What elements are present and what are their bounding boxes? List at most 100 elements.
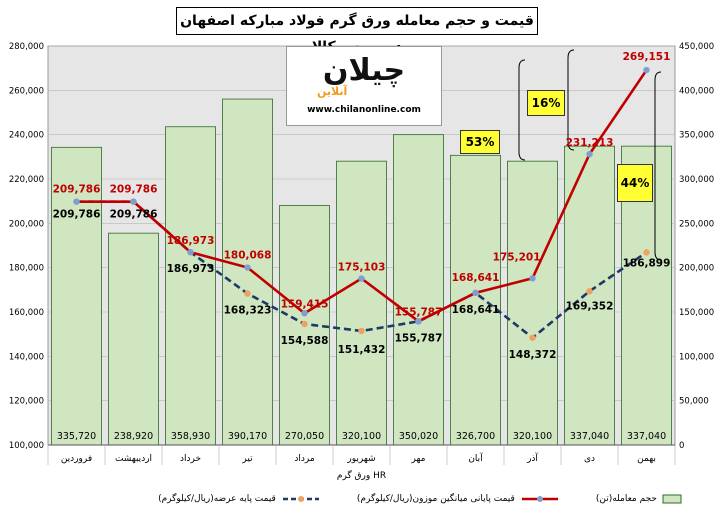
logo-subtitle: آنلاین (317, 85, 348, 98)
volume-bar (564, 145, 615, 446)
base-price-label: 186,973 (167, 263, 215, 275)
volume-bar (450, 154, 501, 446)
avg-price-point (529, 275, 536, 282)
base-price-point (358, 327, 365, 335)
avg-price-label: 155,787 (395, 306, 443, 318)
category-tick-label: فروردین (61, 454, 92, 464)
avg-price-label: 175,201 (493, 251, 541, 263)
avg-price-point (586, 150, 593, 158)
base-price-label: 148,372 (509, 349, 557, 361)
avg-price-point (472, 289, 479, 297)
base-price-label: 209,786 (53, 209, 101, 221)
left-axis-tick-label: 240,000 (9, 131, 44, 141)
legend-swatch-volume (662, 494, 682, 504)
base-price-label: 155,787 (395, 332, 443, 344)
right-axis-tick-label: 450,000 (679, 42, 714, 52)
legend-swatch-base-price (282, 496, 319, 502)
volume-bar-label: 337,040 (570, 431, 609, 442)
avg-price-label: 209,786 (53, 184, 101, 196)
volume-bar-label: 337,040 (627, 431, 666, 442)
right-axis-tick-label: 150,000 (679, 308, 714, 318)
category-tick-label: خرداد (180, 454, 201, 464)
avg-price-label: 269,151 (623, 51, 671, 63)
right-axis-tick-label: 400,000 (679, 86, 714, 96)
right-axis-tick-label: 350,000 (679, 131, 714, 141)
category-tick-label: آذر (526, 452, 538, 464)
left-axis-tick-label: 100,000 (9, 441, 44, 451)
base-price-label: 169,352 (566, 300, 614, 312)
base-price-label: 151,432 (338, 344, 386, 356)
volume-bar-label: 326,700 (456, 431, 495, 442)
volume-bar (507, 160, 558, 446)
category-tick-label: دی (584, 454, 595, 464)
avg-price-point (643, 66, 650, 74)
avg-price-point (187, 249, 194, 256)
right-axis-tick-label: 100,000 (679, 352, 714, 362)
logo-url: www.chilanonline.com (307, 105, 421, 115)
avg-price-label: 159,415 (281, 298, 329, 310)
left-axis-tick-label: 180,000 (9, 264, 44, 274)
volume-bar-label: 335,720 (57, 431, 96, 442)
left-axis-tick-label: 120,000 (9, 397, 44, 407)
avg-price-point (130, 198, 137, 205)
category-tick-label: بهمن (637, 454, 656, 464)
left-axis-tick-label: 200,000 (9, 219, 44, 229)
base-price-point (586, 288, 593, 295)
base-price-point (244, 290, 251, 297)
volume-bar-label: 358,930 (171, 431, 210, 442)
avg-price-point (73, 198, 80, 205)
chart-title: قیمت و حجم معامله ورق گرم فولاد مبارکه ا… (176, 7, 538, 55)
avg-price-label: 186,973 (167, 235, 215, 247)
legend-item-volume: حجم معامله(تن) (596, 494, 682, 504)
left-axis-tick-label: 220,000 (9, 175, 44, 185)
avg-price-point (415, 318, 422, 325)
base-price-label: 209,786 (110, 209, 158, 221)
volume-bar (393, 134, 444, 446)
volume-bar-label: 350,020 (399, 431, 438, 442)
volume-bar (51, 146, 102, 446)
right-axis-tick-label: 250,000 (679, 219, 714, 229)
base-price-label: 154,588 (281, 335, 329, 347)
left-axis-tick-label: 160,000 (9, 308, 44, 318)
callout-percent-azar-dey: 16% (527, 90, 565, 116)
volume-bar-label: 320,100 (513, 431, 552, 442)
legend-item-base-price: قیمت پایه عرضه(ریال/کیلوگرم) (158, 494, 321, 504)
left-axis-tick-label: 260,000 (9, 86, 44, 96)
avg-price-point (301, 310, 308, 317)
x-axis-category-label: ورق گرم HR (337, 469, 386, 481)
category-tick-label: شهریور (346, 454, 375, 464)
base-price-point (301, 320, 308, 328)
callout-percent-bahman: 44% (617, 164, 653, 202)
left-axis-tick-label: 140,000 (9, 352, 44, 362)
legend-label-volume: حجم معامله(تن) (595, 494, 657, 504)
category-tick-label: آبان (468, 452, 483, 464)
avg-price-point (358, 275, 365, 282)
avg-price-label: 168,641 (452, 272, 500, 284)
category-tick-label: مرداد (294, 454, 314, 464)
legend-item-avg-price: قیمت پایانی میانگین موزون(ریال/کیلوگرم) (357, 494, 560, 504)
callout-bracket (518, 59, 526, 161)
volume-bar-label: 320,100 (342, 431, 381, 442)
avg-price-label: 175,103 (338, 262, 386, 274)
avg-price-point (244, 264, 251, 271)
right-axis-tick-label: 50,000 (679, 397, 709, 407)
volume-bar (108, 232, 159, 446)
base-price-point (643, 249, 650, 256)
avg-price-label: 209,786 (110, 184, 158, 196)
callout-bracket (654, 71, 662, 261)
category-tick-label: اردیبهشت (115, 454, 152, 464)
right-axis-tick-label: 300,000 (679, 175, 714, 185)
legend: حجم معامله(تن) قیمت پایانی میانگین موزون… (140, 488, 700, 510)
legend-label-avg-price: قیمت پایانی میانگین موزون(ریال/کیلوگرم) (356, 494, 515, 504)
legend-swatch-avg-price (521, 496, 558, 502)
right-axis-tick-label: 0 (679, 441, 684, 451)
category-tick-label: مهر (411, 454, 426, 464)
volume-bar-label: 270,050 (285, 431, 324, 442)
avg-price-label: 180,068 (224, 250, 272, 262)
brand-logo: چیلان آنلاین www.chilanonline.com (286, 46, 442, 126)
avg-price-label: 231,213 (566, 137, 614, 149)
right-axis-tick-label: 200,000 (679, 264, 714, 274)
volume-bar-label: 238,920 (114, 431, 153, 442)
category-tick-label: تیر (241, 454, 253, 464)
base-price-point (529, 334, 536, 341)
